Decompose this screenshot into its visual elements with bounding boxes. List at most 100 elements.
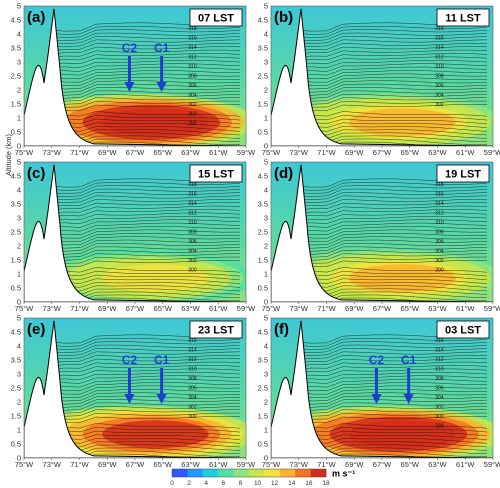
contour-label: 302 xyxy=(188,258,197,264)
isentrope xyxy=(300,56,488,65)
terrain xyxy=(271,164,493,302)
y-tick-label: 2.5 xyxy=(11,72,21,81)
isentrope xyxy=(300,118,488,125)
isentrope xyxy=(300,114,488,121)
core-label-c2: C2 xyxy=(122,41,138,55)
isentrope xyxy=(53,395,241,405)
isentrope xyxy=(53,409,241,418)
isentrope xyxy=(53,285,241,292)
y-tick-label: 4.5 xyxy=(258,16,268,25)
x-tick-label: 71°W xyxy=(317,148,336,157)
isentrope xyxy=(300,209,488,217)
y-tick-label: 1.5 xyxy=(258,412,268,421)
isentrope xyxy=(300,341,488,350)
contour-label: 310 xyxy=(188,367,197,373)
isentrope xyxy=(300,236,488,246)
isentrope xyxy=(300,212,488,221)
contour-label: 310 xyxy=(435,367,444,373)
panel-letter: (f) xyxy=(274,321,289,338)
colorbar-tick-label: 2 xyxy=(187,480,191,487)
x-tick-label: 65°W xyxy=(154,148,173,157)
y-tick-label: 4 xyxy=(264,342,268,351)
y-tick-label: 2.5 xyxy=(11,228,21,237)
isentrope xyxy=(53,226,241,235)
colorbar-tick-label: 12 xyxy=(271,480,279,487)
contour-label: 308 xyxy=(435,74,444,80)
isentrope xyxy=(300,59,488,68)
contour-label: 302 xyxy=(435,405,444,411)
isentrope xyxy=(53,83,241,93)
core-arrowhead xyxy=(403,394,414,404)
core-arrowhead xyxy=(156,82,167,92)
colorbar-segment xyxy=(264,469,281,477)
contour-label: 302 xyxy=(435,258,444,264)
x-tick-label: 67°W xyxy=(126,304,145,313)
y-tick-label: 0.5 xyxy=(258,284,268,293)
contour-label: 312 xyxy=(188,357,197,363)
x-tick-label: 71°W xyxy=(70,460,89,469)
isentrope xyxy=(53,32,241,41)
isentrope xyxy=(53,114,241,121)
contour-label: 314 xyxy=(188,201,197,207)
isentrope xyxy=(53,39,241,48)
isentrope xyxy=(300,344,488,353)
x-tick-label: 75°W xyxy=(262,148,281,157)
isentrope xyxy=(53,53,241,61)
panel-letter: (b) xyxy=(274,9,293,26)
isentrope xyxy=(53,219,241,228)
isentrope xyxy=(53,438,241,444)
isentrope xyxy=(53,87,241,96)
y-axis-label: Altitude (km) xyxy=(4,133,13,176)
y-tick-label: 0.5 xyxy=(11,440,21,449)
y-tick-label: 1 xyxy=(264,270,268,279)
x-tick-label: 67°W xyxy=(126,460,145,469)
y-tick-label: 1 xyxy=(17,270,21,279)
isentrope xyxy=(53,239,241,249)
isentrope xyxy=(53,118,241,125)
panel-letter: (a) xyxy=(27,9,45,26)
y-tick-label: 4.5 xyxy=(11,328,21,337)
x-tick-label: 63°W xyxy=(181,148,200,157)
isentrope xyxy=(300,49,488,58)
isentrope xyxy=(300,111,488,117)
time-box xyxy=(436,164,490,183)
x-tick-label: 61°W xyxy=(456,304,475,313)
isentrope xyxy=(300,278,488,284)
isentrope xyxy=(300,282,488,288)
isentrope xyxy=(300,43,488,51)
core-label-c2: C2 xyxy=(369,353,385,367)
colorbar-tick-label: 6 xyxy=(222,480,226,487)
core-arrowhead xyxy=(124,394,135,404)
isentrope xyxy=(53,392,241,402)
isentrope xyxy=(53,260,241,268)
y-tick-label: 0.5 xyxy=(258,128,268,137)
isentrope xyxy=(300,185,488,194)
colorbar-tick-label: 16 xyxy=(305,480,313,487)
isentrope xyxy=(53,385,241,395)
isentrope xyxy=(300,32,488,41)
y-tick-label: 5 xyxy=(264,314,268,323)
isentrope xyxy=(53,344,241,353)
y-tick-label: 1 xyxy=(264,114,268,123)
contour-label: 304 xyxy=(188,249,197,255)
isentrope xyxy=(53,348,241,356)
x-tick-label: 63°W xyxy=(181,460,200,469)
time-label: 19 LST xyxy=(445,169,481,181)
isentrope xyxy=(53,97,241,106)
contour-label: 314 xyxy=(435,201,444,207)
contour-label: 300 xyxy=(435,268,444,274)
isentrope xyxy=(53,29,241,38)
isentrope xyxy=(300,188,488,197)
isentrope xyxy=(53,93,241,102)
y-tick-label: 2.5 xyxy=(258,384,268,393)
y-tick-label: 2 xyxy=(17,398,21,407)
isentrope xyxy=(300,39,488,48)
jet-layer xyxy=(102,264,209,293)
isentrope xyxy=(300,219,488,228)
y-tick-label: 3 xyxy=(17,214,21,223)
isentrope xyxy=(53,59,241,68)
core-label-c1: C1 xyxy=(154,41,170,55)
contour-label: 306 xyxy=(188,83,197,89)
